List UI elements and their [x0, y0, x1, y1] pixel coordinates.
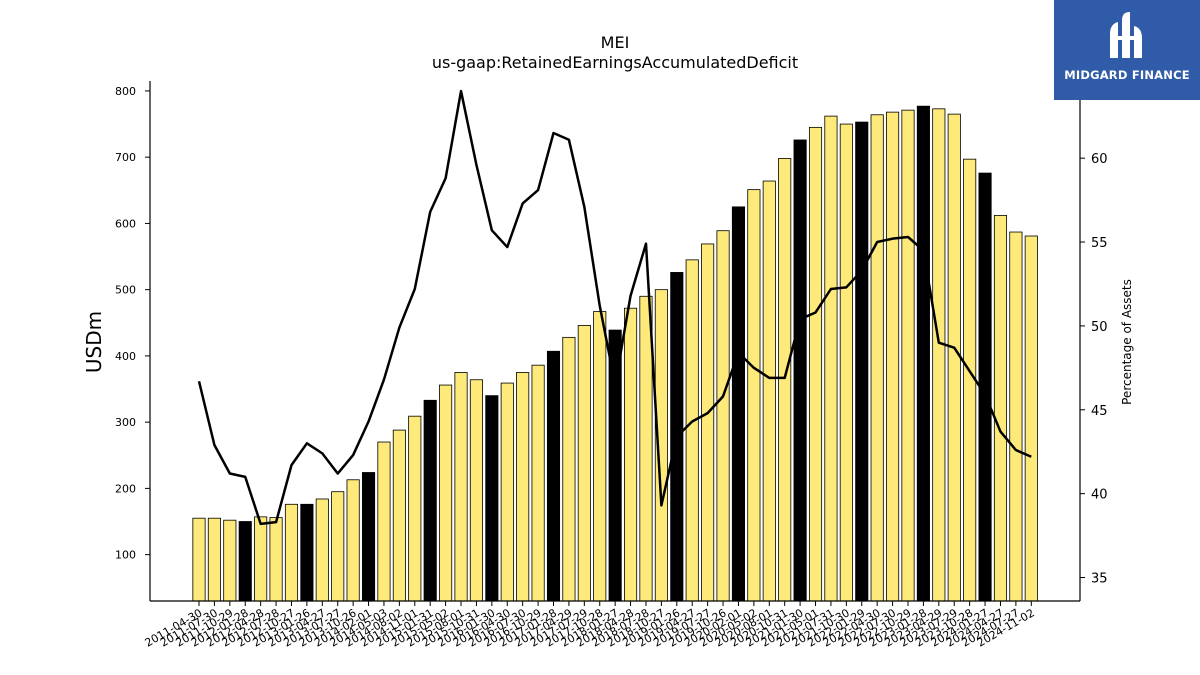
bar: [701, 243, 715, 602]
y-tick-label-right: 50: [1091, 320, 1108, 335]
bar: [485, 395, 499, 602]
bar: [1024, 235, 1038, 602]
bars-layer: [192, 105, 1038, 602]
pct-assets-line: [197, 89, 1032, 526]
y-axis-label-left: USDm: [82, 311, 106, 373]
bar: [284, 503, 299, 602]
bar: [377, 441, 391, 602]
bar: [469, 379, 483, 602]
y-tick-label-left: 400: [115, 350, 136, 363]
bar: [747, 189, 761, 602]
bar: [254, 516, 268, 602]
bar: [269, 517, 283, 602]
bar: [808, 126, 823, 602]
bar: [577, 325, 591, 602]
bar: [778, 158, 792, 602]
bar: [855, 121, 869, 602]
bar: [392, 429, 406, 602]
bar: [300, 503, 314, 602]
y-tick-label-left: 700: [115, 151, 136, 164]
bar: [223, 519, 237, 602]
brand-logo-mark-icon: [1110, 12, 1142, 58]
brand-logo-text: MIDGARD FINANCE: [1064, 68, 1190, 82]
bar: [546, 350, 561, 602]
y-tick-label-left: 300: [115, 416, 136, 429]
bar: [593, 311, 607, 602]
bar: [531, 364, 545, 602]
bar: [238, 521, 252, 602]
chart-title: MEI: [601, 33, 630, 52]
bar: [439, 384, 453, 602]
bar: [639, 295, 653, 602]
line-layer: [197, 89, 1032, 526]
bar: [947, 113, 961, 602]
y-tick-label-right: 55: [1091, 236, 1108, 251]
bar: [346, 479, 360, 602]
bar: [331, 491, 345, 602]
bar: [916, 105, 930, 602]
y-tick-label-right: 40: [1091, 488, 1108, 503]
bar: [839, 123, 853, 602]
bar: [870, 114, 884, 602]
y-tick-label-left: 500: [115, 284, 136, 297]
bar: [361, 472, 376, 602]
bar: [624, 307, 638, 602]
bar: [207, 517, 221, 602]
y-tick-label-left: 600: [115, 217, 136, 230]
bar: [608, 329, 622, 602]
chart-subtitle: us-gaap:RetainedEarningsAccumulatedDefic…: [432, 53, 798, 72]
bar: [993, 215, 1008, 602]
y-tick-label-right: 35: [1091, 572, 1108, 587]
y-tick-label-left: 100: [115, 549, 136, 562]
y-axis-label-right: Percentage of Assets: [1120, 279, 1134, 405]
bar: [516, 372, 530, 602]
bar: [408, 415, 422, 602]
bar: [886, 111, 900, 602]
axes-layer: 1002003004005006007008003540455055602011…: [115, 81, 1108, 650]
bar: [762, 180, 776, 602]
bar: [731, 206, 745, 602]
bar: [824, 115, 838, 602]
bar: [454, 372, 468, 602]
bar: [685, 259, 699, 602]
bar: [716, 230, 730, 602]
bar: [500, 382, 514, 602]
bar: [932, 108, 946, 602]
y-tick-label-left: 200: [115, 482, 136, 495]
y-tick-label-left: 800: [115, 85, 136, 98]
bar: [793, 139, 807, 602]
bar: [562, 336, 576, 602]
brand-logo: MIDGARD FINANCE: [1054, 0, 1200, 100]
bar: [901, 109, 915, 602]
bar: [423, 399, 437, 602]
bar: [963, 158, 977, 602]
bar: [192, 517, 206, 602]
y-tick-label-right: 45: [1091, 404, 1108, 419]
bar: [1009, 231, 1023, 602]
bar: [315, 498, 329, 602]
y-tick-label-right: 60: [1091, 152, 1108, 167]
